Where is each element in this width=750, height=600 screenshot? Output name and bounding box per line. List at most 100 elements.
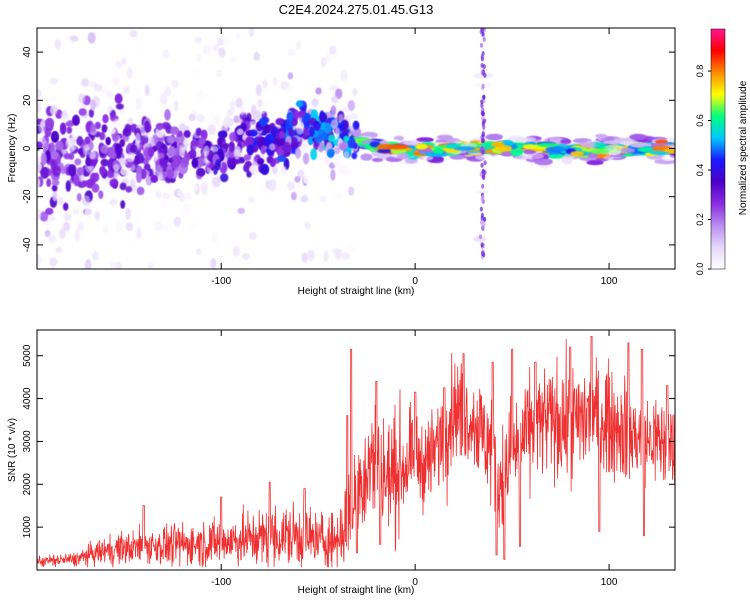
spectrogram-cell (179, 123, 186, 132)
spectrogram-cell (386, 144, 409, 150)
spectrogram-cell (479, 220, 484, 225)
spectrogram-cell (276, 148, 285, 156)
spectrogram-cell (114, 143, 122, 155)
spectrogram-cell (59, 228, 66, 239)
spectrogram-cell (534, 158, 553, 165)
spectrogram-cell (101, 124, 108, 133)
spectrogram-cell (351, 152, 358, 160)
spectrogram-cell (232, 245, 240, 257)
spectrogram-cell (90, 99, 96, 111)
spectrogram-cell (207, 124, 216, 136)
spectrogram-cell (50, 104, 58, 116)
spectrogram-cell (120, 168, 129, 175)
spectrogram-cell (76, 193, 82, 202)
spectrogram-cell (102, 224, 109, 235)
spectrogram-cell (37, 208, 42, 221)
spectrogram-cell (137, 186, 145, 195)
spectrogram-cell (107, 159, 113, 169)
spectrogram-cell (222, 117, 232, 129)
spectrogram-cell (209, 96, 216, 107)
spectrogram-cell (112, 118, 121, 128)
spectrogram-cell (179, 157, 189, 168)
spectrogram-cell (65, 180, 72, 192)
spectrogram-y-tick-label: -20 (22, 189, 33, 204)
spectrogram-cell (196, 114, 205, 123)
spectrogram-cell (94, 121, 101, 130)
spectrogram-cell (252, 110, 262, 121)
snr-y-tick-label: 3000 (22, 430, 33, 453)
spectrogram-cell (343, 150, 350, 159)
spectrogram-cell (271, 166, 278, 174)
spectrogram-cell (190, 221, 197, 231)
spectrogram-cell (111, 76, 121, 87)
spectrogram-cell (196, 168, 206, 177)
spectrogram-cell (478, 234, 482, 240)
spectrogram-cell (105, 137, 111, 146)
spectrogram-cell (216, 37, 224, 46)
spectrogram-cell (268, 143, 276, 151)
spectrogram-cell (481, 130, 485, 136)
spectrogram-cell (110, 260, 116, 269)
spectrogram-cell (480, 110, 484, 116)
spectrogram-cell (343, 135, 350, 142)
spectrogram-cell (72, 114, 80, 126)
spectrogram-cell (221, 143, 230, 150)
spectrogram-cell (315, 87, 322, 95)
spectrogram-cell (485, 134, 501, 140)
spectrogram-cell (52, 179, 60, 186)
spectrogram-cell (545, 146, 567, 153)
spectrogram-cell (134, 155, 140, 166)
colorbar-tick-label: 0.0 (695, 263, 705, 276)
spectrogram-cell (330, 169, 336, 181)
spectrogram-cell (157, 173, 164, 180)
spectrogram-cell (482, 64, 486, 70)
spectrogram-y-axis-label: Frequency (Hz) (7, 114, 18, 183)
spectrogram-cells (37, 28, 675, 269)
colorbar-tick-label: 0.4 (695, 164, 705, 177)
spectrogram-cell (515, 137, 528, 143)
spectrogram-cell (445, 143, 459, 149)
spectrogram-cell (76, 135, 84, 146)
spectrogram-cell (72, 208, 79, 216)
spectrogram-cell (77, 126, 86, 135)
spectrogram-cell (78, 108, 87, 116)
spectrogram-cell (260, 145, 266, 155)
spectrogram-cell (243, 154, 252, 161)
spectrogram-cell (483, 170, 487, 175)
spectrogram-cell (218, 47, 226, 58)
spectrogram-cell (226, 110, 233, 120)
spectrogram-cell (45, 208, 54, 215)
spectrogram-cell (136, 227, 142, 240)
spectrogram-cell (234, 32, 241, 40)
snr-y-axis-label: SNR (10 * v/v) (7, 418, 18, 482)
spectrogram-cell (351, 183, 361, 192)
spectrogram-cell (200, 129, 208, 140)
spectrogram-cell (49, 257, 58, 267)
spectrogram-cell (283, 141, 291, 153)
spectrogram-cell (45, 118, 54, 128)
spectrogram-cell (177, 103, 183, 114)
spectrogram-cell (150, 175, 158, 183)
spectrogram-cell (259, 117, 267, 127)
spectrogram-cell (279, 131, 286, 139)
colorbar-tick-label: 0.8 (695, 65, 705, 78)
spectrogram-cell (482, 69, 486, 75)
spectrogram-cell (338, 164, 347, 175)
spectrogram-cell (81, 78, 90, 87)
snr-y-tick-label: 4000 (22, 387, 33, 410)
spectrogram-cell (422, 155, 434, 161)
spectrogram-cell (295, 147, 301, 159)
spectrogram-cell (39, 211, 49, 222)
snr-y-tick-label: 5000 (22, 344, 33, 367)
spectrogram-cell (586, 160, 604, 165)
spectrogram-cell (100, 145, 109, 154)
spectrogram-cell (127, 117, 134, 125)
spectrogram-cell (248, 231, 258, 241)
spectrogram-cell (144, 84, 150, 97)
spectrogram-cell (129, 30, 138, 38)
spectrogram-cell (319, 112, 327, 123)
spectrogram-cell (349, 113, 359, 120)
spectrogram-cell (161, 122, 171, 130)
spectrogram-cell (58, 196, 64, 206)
spectrogram-cell (481, 85, 485, 91)
